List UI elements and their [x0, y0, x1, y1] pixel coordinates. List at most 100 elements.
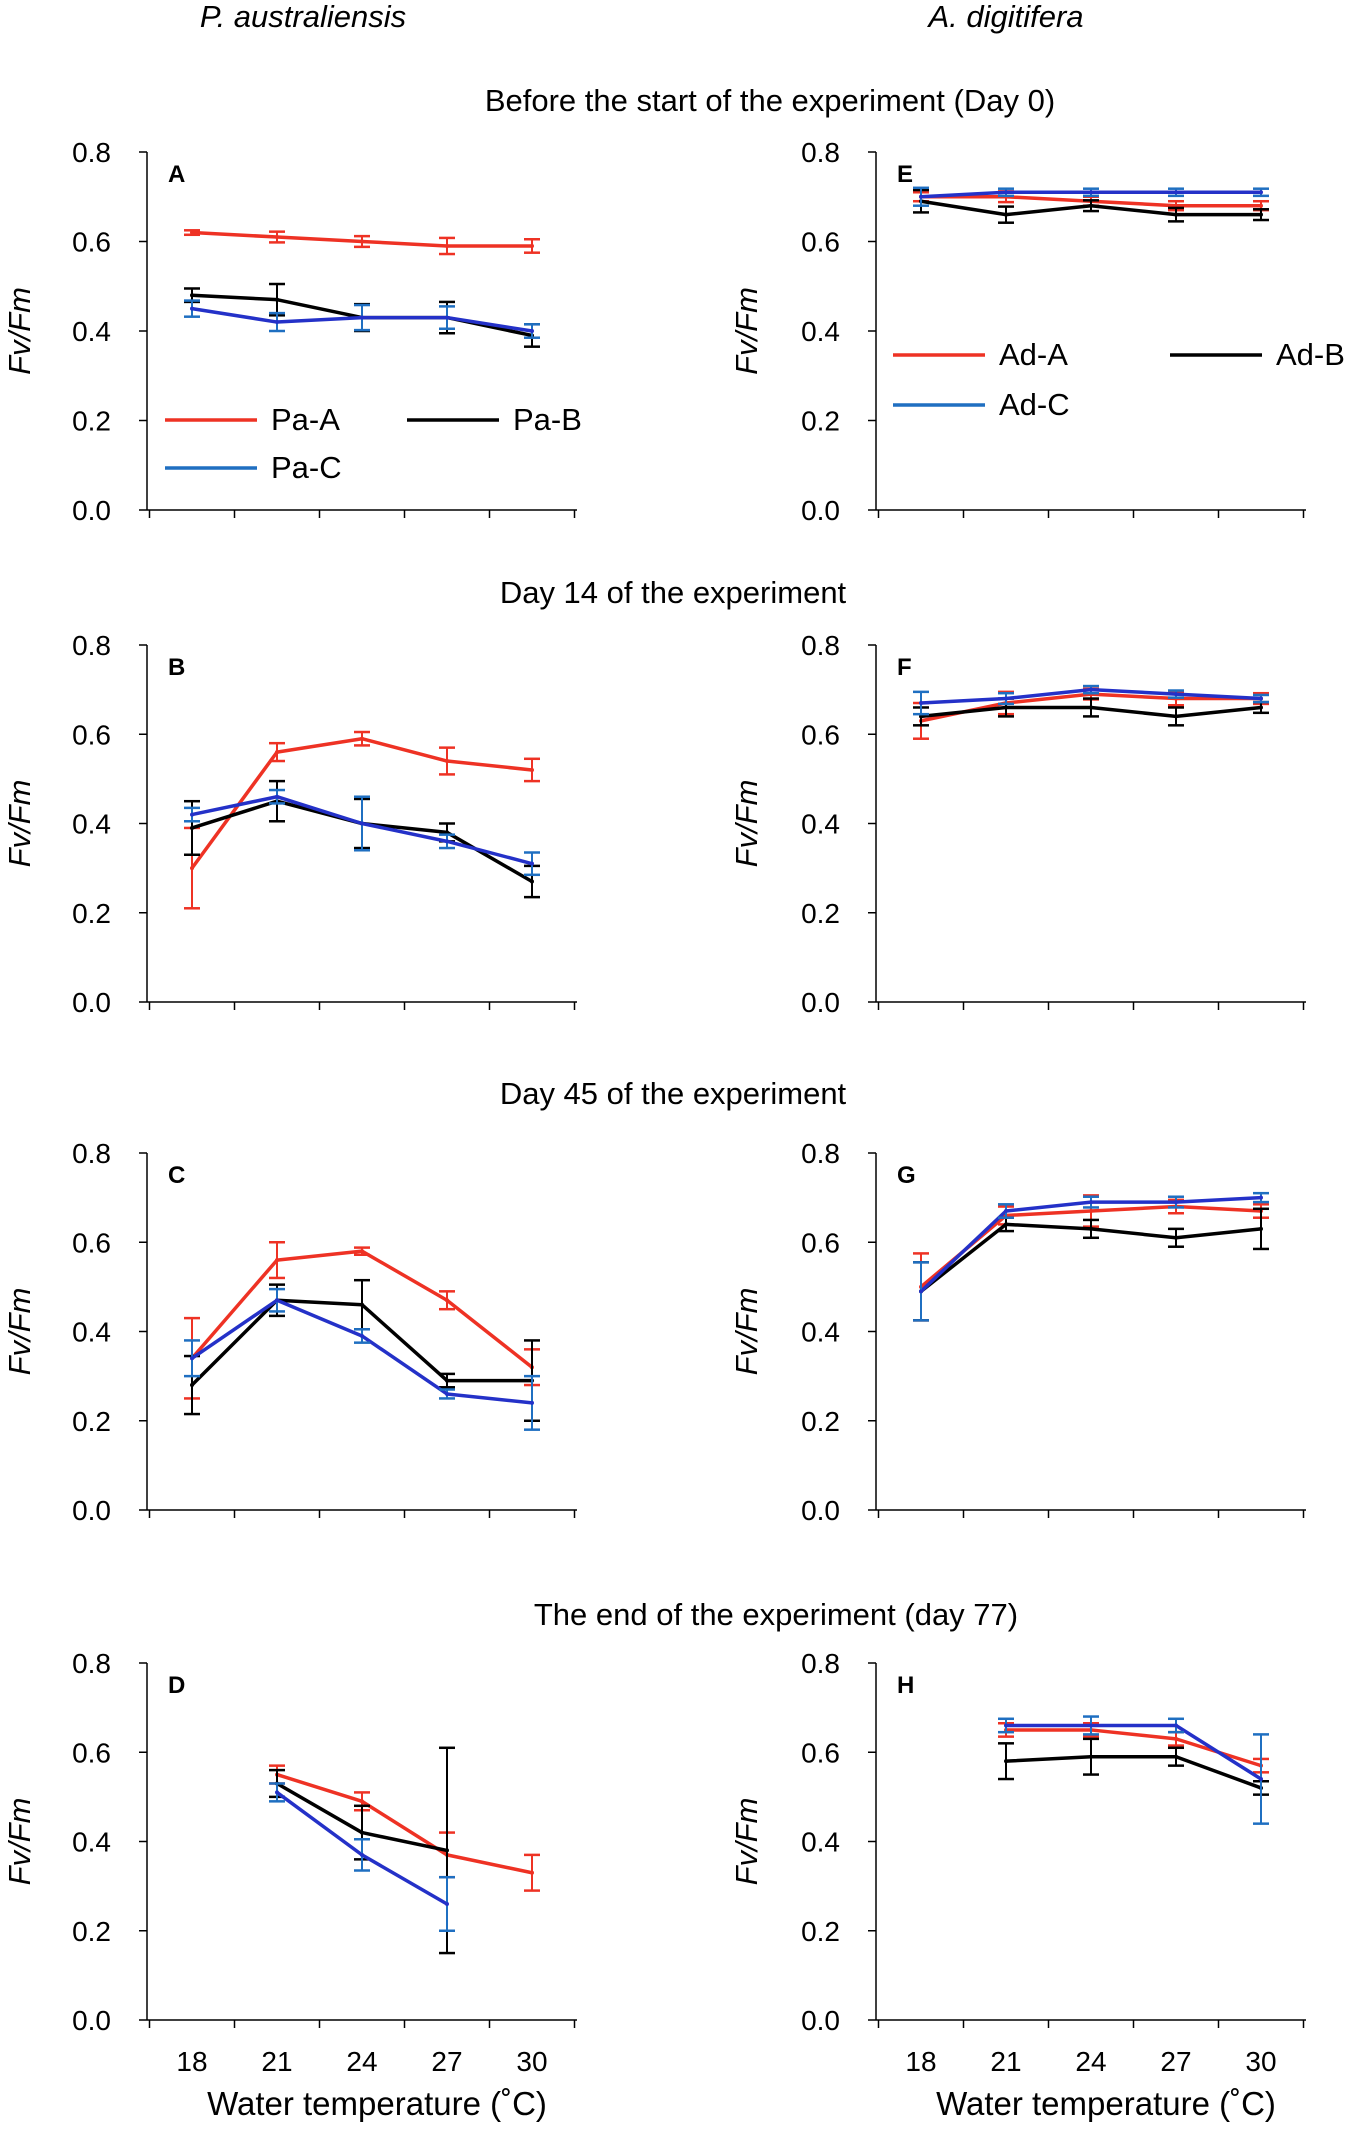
- data-point: [919, 1289, 923, 1294]
- y-tick-label: 0.6: [801, 227, 840, 258]
- y-axis-title: Fv/Fm: [729, 287, 764, 375]
- panel-label: B: [168, 654, 185, 681]
- series-Ad-B: [913, 697, 1269, 727]
- y-tick-label: 0.4: [72, 316, 111, 347]
- series-Pa-A: [269, 1764, 540, 1892]
- chart-panel-H: 0.0 0.2 0.4 0.6 0.8 18 21 24 27 30 Water temperatu…: [729, 1648, 1306, 2122]
- chart-panel-B: 0.0 0.2 0.4 0.6 0.8 Fv/Fm B: [2, 630, 577, 1018]
- series-Ad-C: [913, 186, 1269, 207]
- data-point: [275, 750, 279, 755]
- section-title-day0: Before the start of the experiment (Day …: [485, 83, 1055, 118]
- data-point: [1259, 212, 1263, 217]
- data-point: [1174, 1754, 1178, 1759]
- data-point: [360, 736, 364, 741]
- series-Pa-C: [184, 788, 540, 877]
- data-point: [360, 1302, 364, 1307]
- series-line: [1005, 1754, 1262, 1790]
- x-tick-label: 27: [431, 2046, 462, 2077]
- y-tick-label: 0.6: [801, 719, 840, 750]
- panel-label: H: [897, 1672, 914, 1699]
- data-point: [1259, 705, 1263, 710]
- y-tick-label: 0.8: [801, 630, 840, 661]
- data-point: [190, 866, 194, 871]
- data-point: [1089, 1723, 1093, 1728]
- x-tick-label: 30: [516, 2046, 547, 2077]
- data-point: [1174, 692, 1178, 697]
- legend: Ad-A Ad-B Ad-C: [893, 337, 1345, 422]
- data-point: [1174, 1235, 1178, 1240]
- y-tick-label: 0.8: [72, 137, 111, 168]
- y-tick-label: 0.0: [801, 495, 840, 526]
- data-point: [1259, 1777, 1263, 1782]
- series-Pa-A: [184, 1241, 540, 1400]
- data-point: [1259, 1195, 1263, 1200]
- data-point: [275, 794, 279, 799]
- data-point: [275, 1298, 279, 1303]
- x-axis-title: Water temperature (˚C): [936, 2085, 1276, 2122]
- data-point: [190, 825, 194, 830]
- series-Pa-C: [184, 1287, 540, 1431]
- y-tick-label: 0.8: [72, 630, 111, 661]
- panel-label: E: [897, 161, 913, 188]
- y-tick-label: 0.8: [72, 1138, 111, 1169]
- data-point: [530, 879, 534, 884]
- series-Pa-A: [184, 730, 540, 910]
- x-tick-label: 18: [176, 2046, 207, 2077]
- y-tick-label: 0.6: [72, 1227, 111, 1258]
- data-point: [530, 329, 534, 333]
- data-point: [275, 297, 279, 302]
- data-point: [275, 320, 279, 325]
- y-axis-title: Fv/Fm: [2, 780, 37, 868]
- y-tick-label: 0.6: [72, 719, 111, 750]
- series-Ad-C: [998, 1715, 1269, 1825]
- section-title-day14: Day 14 of the experiment: [500, 575, 847, 610]
- data-point: [1004, 190, 1008, 195]
- data-point: [530, 1400, 534, 1405]
- data-point: [1174, 1723, 1178, 1728]
- data-point: [445, 315, 449, 320]
- y-tick-label: 0.4: [801, 1317, 840, 1348]
- y-tick-label: 0.0: [801, 2005, 840, 2036]
- legend-label: Ad-C: [999, 387, 1070, 422]
- y-tick-label: 0.8: [801, 137, 840, 168]
- data-point: [1259, 203, 1263, 208]
- y-axis-title: Fv/Fm: [729, 1798, 764, 1886]
- data-point: [445, 1848, 449, 1853]
- data-point: [1004, 705, 1008, 710]
- y-tick-label: 0.8: [801, 1648, 840, 1679]
- series-Ad-C: [913, 1191, 1269, 1322]
- data-point: [1174, 714, 1178, 719]
- data-point: [1089, 705, 1093, 710]
- data-point: [275, 235, 279, 240]
- y-tick-label: 0.0: [801, 1495, 840, 1526]
- data-point: [1004, 1222, 1008, 1227]
- y-tick-label: 0.4: [72, 809, 111, 840]
- data-point: [1089, 190, 1093, 195]
- data-point: [190, 306, 194, 311]
- y-tick-label: 0.2: [72, 406, 111, 437]
- y-axis-title: Fv/Fm: [2, 287, 37, 375]
- y-axis-title: Fv/Fm: [2, 1288, 37, 1376]
- data-point: [919, 194, 923, 199]
- data-point: [445, 759, 449, 764]
- data-point: [1089, 1754, 1093, 1759]
- legend-label: Pa-C: [271, 450, 342, 485]
- data-point: [1004, 1723, 1008, 1728]
- series-Ad-B: [913, 1207, 1269, 1322]
- y-tick-label: 0.8: [801, 1138, 840, 1169]
- data-point: [190, 230, 194, 235]
- data-point: [530, 243, 534, 248]
- data-point: [360, 1249, 364, 1254]
- species-title-right: A. digitifera: [926, 0, 1083, 34]
- data-point: [445, 1391, 449, 1396]
- data-point: [275, 1790, 279, 1795]
- section-title-day77: The end of the experiment (day 77): [534, 1597, 1018, 1632]
- data-point: [1259, 696, 1263, 701]
- x-tick-label: 18: [905, 2046, 936, 2077]
- y-tick-label: 0.4: [801, 316, 840, 347]
- data-point: [530, 1870, 534, 1875]
- series-Ad-B: [998, 1737, 1269, 1796]
- data-point: [190, 812, 194, 817]
- x-tick-label: 30: [1245, 2046, 1276, 2077]
